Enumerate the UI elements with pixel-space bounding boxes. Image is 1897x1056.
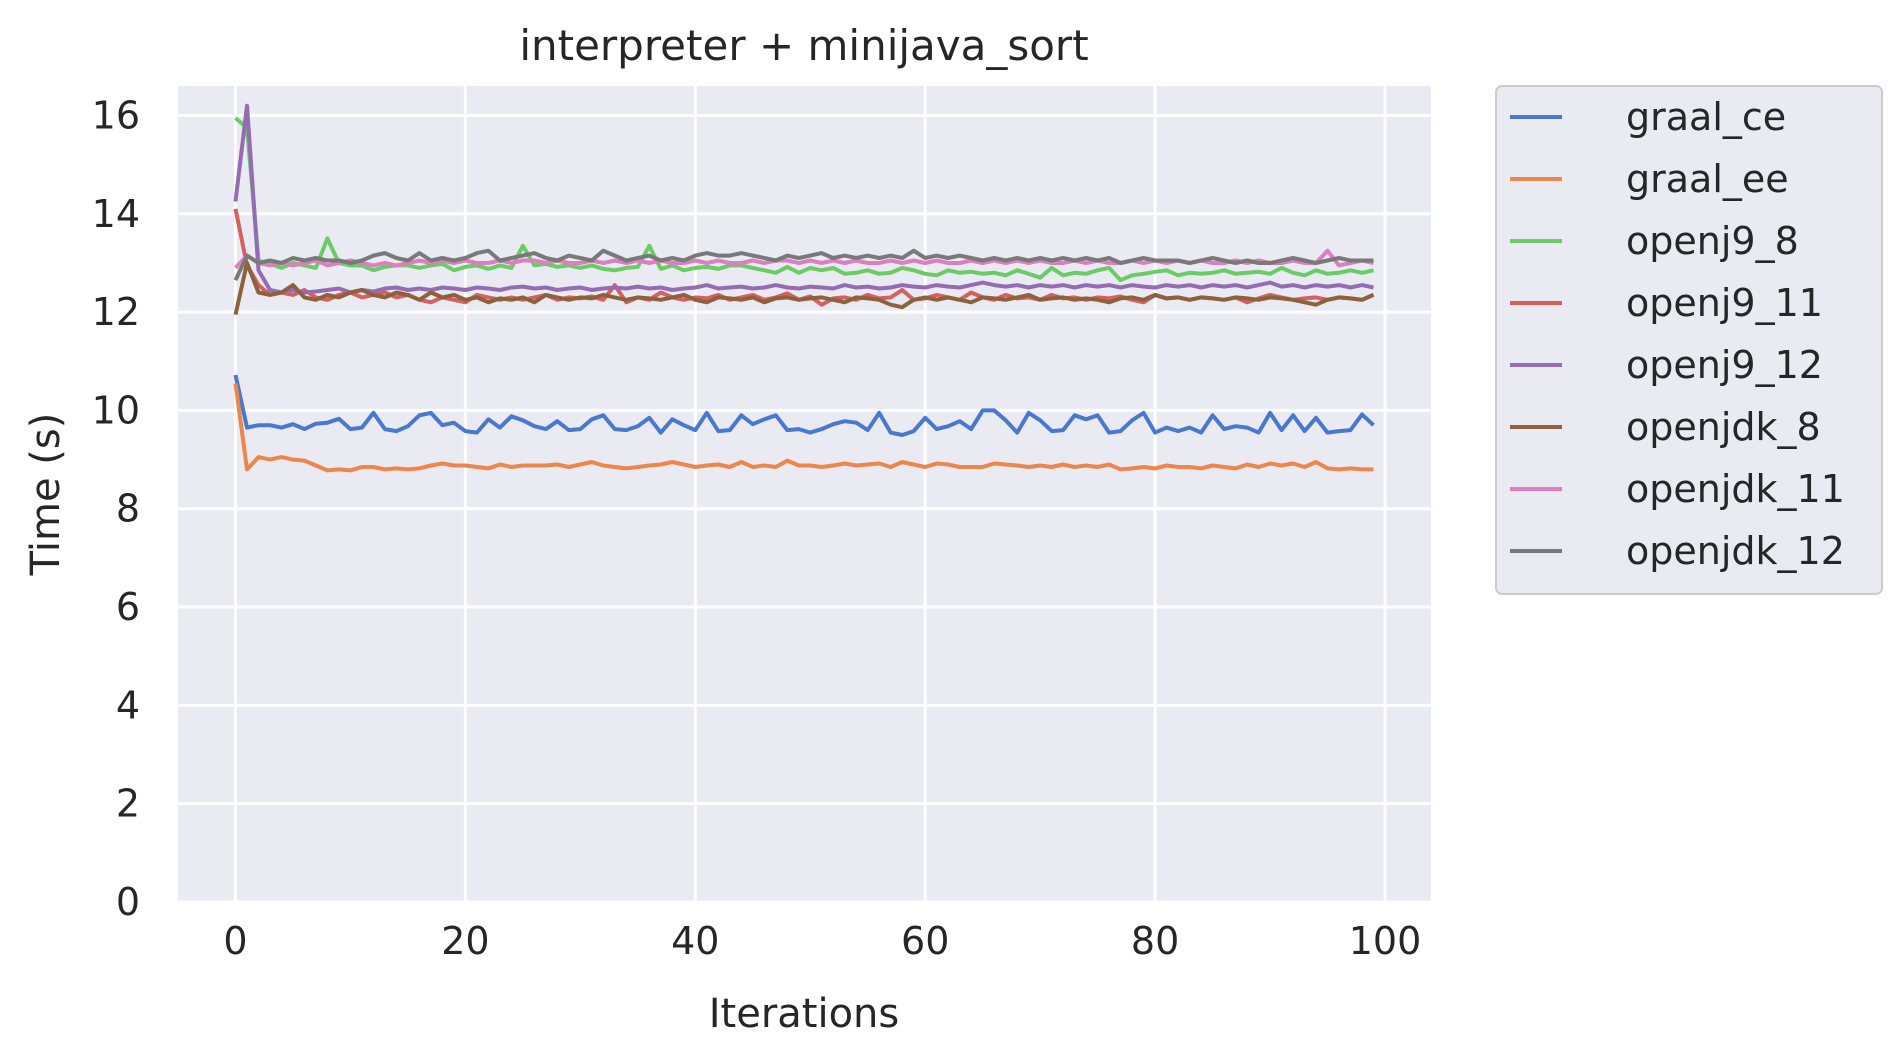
x-tick-label: 0 <box>223 919 247 963</box>
x-tick-label: 60 <box>901 919 949 963</box>
grid-lines <box>178 86 1431 904</box>
x-axis-title: Iterations <box>709 991 900 1037</box>
y-axis-title: Time (s) <box>23 413 69 577</box>
y-tick-label: 14 <box>92 192 140 236</box>
y-tick-label: 6 <box>116 585 140 629</box>
series-line-openj9_12 <box>233 103 1374 295</box>
y-tick-label: 2 <box>116 782 140 826</box>
chart-title: interpreter + minijava_sort <box>519 21 1088 70</box>
y-tick-label: 8 <box>116 487 140 531</box>
x-tick-label: 100 <box>1349 919 1422 963</box>
legend-box <box>1495 85 1883 595</box>
x-tick-label: 40 <box>671 919 719 963</box>
legend-label-openj9_8: openj9_8 <box>1626 219 1799 263</box>
y-tick-label: 16 <box>92 93 140 137</box>
legend: graal_ce graal_ee openj9_8 openj9_11 openj9_… <box>1495 85 1883 595</box>
series-line-graal_ee <box>233 383 1374 473</box>
legend-label-openjdk_12: openjdk_12 <box>1626 529 1845 573</box>
legend-label-graal_ee: graal_ee <box>1626 157 1789 201</box>
legend-label-openj9_12: openj9_12 <box>1626 343 1823 387</box>
legend-label-graal_ce: graal_ce <box>1626 95 1786 139</box>
series-line-openjdk_12 <box>233 248 1374 282</box>
x-tick-label: 80 <box>1131 919 1179 963</box>
plot-background <box>178 86 1431 902</box>
series-lines <box>233 103 1375 473</box>
x-tick-label: 20 <box>441 919 489 963</box>
series-line-openj9_8 <box>234 116 1374 283</box>
x-tick-labels: 0 20 40 60 80 100 <box>223 919 1421 963</box>
y-tick-labels: 0 2 4 6 8 10 12 14 16 <box>92 93 140 924</box>
series-line-openjdk_8 <box>233 261 1375 316</box>
legend-label-openj9_11: openj9_11 <box>1626 281 1823 325</box>
series-line-graal_ce <box>233 374 1375 437</box>
y-tick-label: 12 <box>92 290 140 334</box>
legend-label-openjdk_11: openjdk_11 <box>1626 467 1845 511</box>
y-tick-label: 10 <box>92 388 140 432</box>
legend-label-openjdk_8: openjdk_8 <box>1626 405 1821 449</box>
y-tick-label: 0 <box>116 880 140 924</box>
y-tick-label: 4 <box>116 683 140 727</box>
legend-items: graal_ce graal_ee openj9_8 openj9_11 openj9_… <box>1510 95 1845 573</box>
